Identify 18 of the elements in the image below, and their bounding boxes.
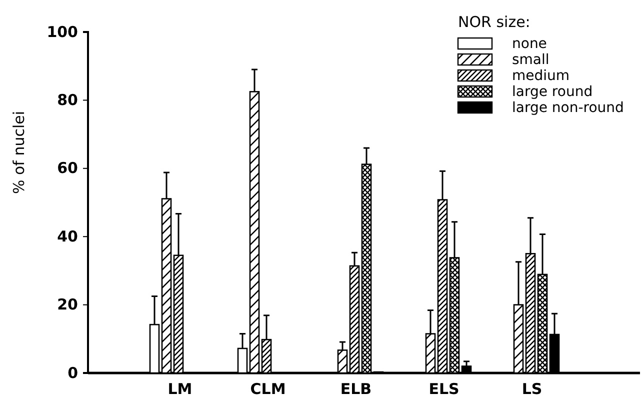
x-tick-label: LS bbox=[522, 380, 542, 398]
x-tick-label: CLM bbox=[250, 380, 286, 398]
legend-title: NOR size: bbox=[458, 13, 530, 31]
y-axis-title: % of nuclei bbox=[10, 110, 28, 194]
legend-label: large round bbox=[512, 84, 593, 100]
x-tick-label: ELS bbox=[428, 380, 460, 398]
y-tick-label: 0 bbox=[68, 364, 78, 382]
y-tick-label: 60 bbox=[57, 159, 78, 178]
x-tick-label: LM bbox=[168, 380, 192, 398]
y-tick-label: 20 bbox=[57, 296, 78, 314]
legend-label: small bbox=[512, 52, 550, 68]
legend-label: large non-round bbox=[512, 100, 624, 116]
y-tick-label: 80 bbox=[57, 91, 78, 109]
legend-label: none bbox=[512, 36, 547, 52]
y-tick-label: 100 bbox=[46, 22, 78, 41]
legend-label: medium bbox=[512, 68, 570, 84]
x-tick-label: ELB bbox=[340, 380, 372, 398]
y-tick-label: 40 bbox=[57, 227, 78, 246]
